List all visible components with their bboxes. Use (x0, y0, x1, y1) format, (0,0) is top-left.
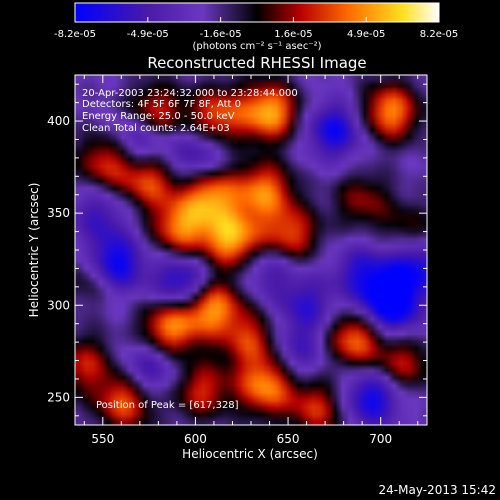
annotation-peak: Position of Peak = [617,328] (96, 400, 239, 411)
x-tick-label: 550 (91, 432, 114, 446)
y-tick-label: 250 (47, 390, 70, 404)
x-tick-label: 700 (369, 432, 392, 446)
y-tick-label: 400 (47, 114, 70, 128)
y-axis-label: Heliocentric Y (arcsec) (27, 183, 41, 318)
chart-title: Reconstructed RHESSI Image (147, 54, 366, 72)
colorbar-units: (photons cm⁻² s⁻¹ asec⁻²) (192, 41, 321, 52)
x-axis-label: Heliocentric X (arcsec) (182, 447, 318, 461)
colorbar-tick-label: -4.9e-05 (127, 29, 169, 40)
annotation-energy: Energy Range: 25.0 - 50.0 keV (82, 111, 235, 122)
colorbar-tick-label: -1.6e-05 (200, 29, 242, 40)
annotation-detectors: Detectors: 4F 5F 6F 7F 8F, Att 0 (82, 99, 241, 110)
x-tick-label: 650 (277, 432, 300, 446)
annotation-counts: Clean Total counts: 2.64E+03 (82, 123, 230, 134)
y-tick-label: 300 (47, 298, 70, 312)
colorbar-tick-label: -8.2e-05 (54, 29, 96, 40)
colorbar-tick-label: 1.6e-05 (274, 29, 312, 40)
colorbar-tick-label: 4.9e-05 (347, 29, 385, 40)
colorbar (75, 3, 439, 22)
colorbar-tick-label: 8.2e-05 (420, 29, 458, 40)
y-tick-label: 350 (47, 206, 70, 220)
footer-date: 24-May-2013 15:42 (379, 483, 496, 497)
x-tick-label: 600 (184, 432, 207, 446)
annotation-time: 20-Apr-2003 23:24:32.000 to 23:28:44.000 (82, 88, 298, 99)
